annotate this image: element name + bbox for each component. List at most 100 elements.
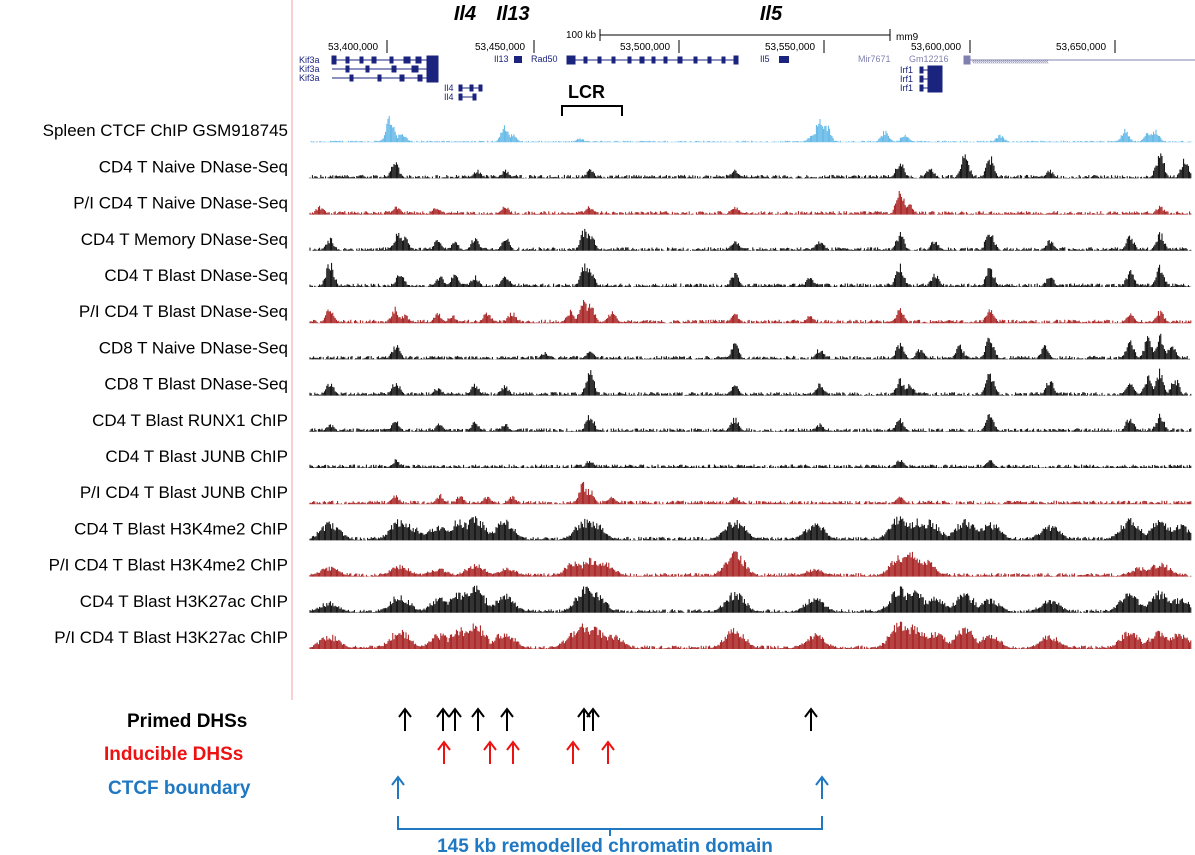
ctcf-boundary-arrow <box>815 775 829 799</box>
scale-label: 100 kb <box>566 30 596 41</box>
gene-annotations: Kif3a Kif3a Kif3a Il4 Il4 Il13 Rad50 Il5… <box>299 54 1195 102</box>
track-signal <box>309 228 1192 251</box>
track-label: P/I CD4 T Blast H3K4me2 ChIP <box>49 556 288 575</box>
inducible-dhs-arrow <box>506 740 520 764</box>
track-label: CD4 T Blast DNase-Seq <box>104 266 288 285</box>
coordinate-ruler: 53,400,000 53,450,000 53,500,000 53,550,… <box>328 40 1116 53</box>
legend-inducible: Inducible DHSs <box>104 744 243 765</box>
gene-il4-2: Il4 <box>444 92 454 102</box>
assembly-label: mm9 <box>896 32 919 43</box>
chevrons: ‹‹‹‹‹‹‹‹‹‹‹‹‹‹‹‹‹‹‹‹‹‹‹‹‹‹‹‹‹‹‹‹‹‹‹‹‹‹ <box>972 56 1049 66</box>
track-label: CD8 T Blast DNase-Seq <box>104 375 288 394</box>
track-label: CD4 T Blast JUNB ChIP <box>105 447 288 466</box>
coord-6: 53,650,000 <box>1056 42 1106 53</box>
track-signal <box>309 191 1192 215</box>
inducible-dhs-arrow <box>483 740 497 764</box>
gene-mir7671: Mir7671 <box>858 54 891 64</box>
domain-label: 145 kb remodelled chromatin domain <box>437 836 773 855</box>
primed-dhs-arrow <box>804 707 818 731</box>
track-signal <box>309 153 1192 179</box>
inducible-dhs-arrow <box>601 740 615 764</box>
track-label: CD4 T Memory DNase-Seq <box>81 230 288 249</box>
track-signal <box>309 300 1192 324</box>
gene-header-1: Il13 <box>496 3 529 25</box>
track-signal <box>309 413 1192 432</box>
legend-primed: Primed DHSs <box>127 711 247 732</box>
gene-kif3a-2: Kif3a <box>299 64 320 74</box>
dhs-arrows <box>391 707 829 799</box>
primed-dhs-arrow <box>436 707 450 731</box>
gene-irf1-3: Irf1 <box>900 83 913 93</box>
gene-il13: Il13 <box>494 54 509 64</box>
track-4: CD4 T Blast DNase-Seq <box>104 262 1192 287</box>
gene-il4-1: Il4 <box>444 83 454 93</box>
gene-rad50: Rad50 <box>531 54 558 64</box>
track-7: CD8 T Blast DNase-Seq <box>104 368 1192 396</box>
gene-irf1-2: Irf1 <box>900 74 913 84</box>
track-12: P/I CD4 T Blast H3K4me2 ChIP <box>49 551 1192 577</box>
lcr-bracket: LCR <box>561 82 623 116</box>
track-label: P/I CD4 T Naive DNase-Seq <box>73 194 288 213</box>
track-signal <box>309 516 1192 541</box>
track-label: CD4 T Naive DNase-Seq <box>99 157 288 176</box>
primed-dhs-arrow <box>398 707 412 731</box>
gene-headers: Il4 Il13 Il5 <box>454 3 783 25</box>
signal-tracks: Spleen CTCF ChIP GSM918745 CD4 T Naive DN… <box>43 115 1192 649</box>
coord-4: 53,550,000 <box>765 42 815 53</box>
primed-dhs-arrow <box>448 707 462 731</box>
track-13: CD4 T Blast H3K27ac ChIP <box>80 585 1192 613</box>
track-3: CD4 T Memory DNase-Seq <box>81 228 1192 251</box>
inducible-dhs-arrow <box>566 740 580 764</box>
primed-dhs-arrow <box>586 707 600 731</box>
track-signal <box>310 115 1192 143</box>
track-signal <box>309 459 1192 468</box>
track-10: P/I CD4 T Blast JUNB ChIP <box>80 481 1192 505</box>
track-signal <box>309 333 1191 360</box>
coord-3: 53,500,000 <box>620 42 670 53</box>
track-label: P/I CD4 T Blast DNase-Seq <box>79 302 288 321</box>
track-2: P/I CD4 T Naive DNase-Seq <box>73 191 1192 215</box>
primed-dhs-arrow <box>500 707 514 731</box>
track-label: CD4 T Blast H3K27ac ChIP <box>80 592 288 611</box>
dhs-legend: Primed DHSs Inducible DHSs CTCF boundary <box>104 711 251 799</box>
track-8: CD4 T Blast RUNX1 ChIP <box>92 411 1192 432</box>
track-label: CD8 T Naive DNase-Seq <box>99 338 288 357</box>
gene-gm12216: Gm12216 <box>909 54 949 64</box>
gene-header-0: Il4 <box>454 3 476 25</box>
primed-dhs-arrow <box>471 707 485 731</box>
track-signal <box>309 368 1192 396</box>
coord-1: 53,400,000 <box>328 42 378 53</box>
gene-kif3a-3: Kif3a <box>299 73 320 83</box>
primed-dhs-arrow <box>577 707 591 731</box>
gene-kif3a-1: Kif3a <box>299 55 320 65</box>
track-11: CD4 T Blast H3K4me2 ChIP <box>74 516 1192 541</box>
track-0: Spleen CTCF ChIP GSM918745 <box>43 115 1192 143</box>
track-5: P/I CD4 T Blast DNase-Seq <box>79 300 1192 324</box>
inducible-dhs-arrow <box>437 740 451 764</box>
track-label: P/I CD4 T Blast H3K27ac ChIP <box>54 628 288 647</box>
track-label: CD4 T Blast RUNX1 ChIP <box>92 411 288 430</box>
coord-5: 53,600,000 <box>911 42 961 53</box>
track-label: P/I CD4 T Blast JUNB ChIP <box>80 483 288 502</box>
domain-bracket: 145 kb remodelled chromatin domain <box>397 816 823 855</box>
track-label: Spleen CTCF ChIP GSM918745 <box>43 121 288 140</box>
track-signal <box>309 585 1192 613</box>
track-14: P/I CD4 T Blast H3K27ac ChIP <box>54 621 1192 649</box>
track-signal <box>309 262 1192 287</box>
ctcf-boundary-arrow <box>391 775 405 799</box>
track-9: CD4 T Blast JUNB ChIP <box>105 447 1192 468</box>
track-signal <box>309 481 1192 505</box>
coord-2: 53,450,000 <box>475 42 525 53</box>
track-6: CD8 T Naive DNase-Seq <box>99 333 1191 360</box>
gene-irf1-1: Irf1 <box>900 65 913 75</box>
gene-header-2: Il5 <box>760 3 783 25</box>
track-label: CD4 T Blast H3K4me2 ChIP <box>74 519 288 538</box>
gene-il5: Il5 <box>760 54 770 64</box>
track-1: CD4 T Naive DNase-Seq <box>99 153 1192 179</box>
track-signal <box>309 551 1192 577</box>
legend-ctcf: CTCF boundary <box>108 778 251 799</box>
scale-bar: 100 kb mm9 <box>566 29 919 43</box>
lcr-label: LCR <box>568 82 605 102</box>
track-signal <box>309 621 1192 649</box>
